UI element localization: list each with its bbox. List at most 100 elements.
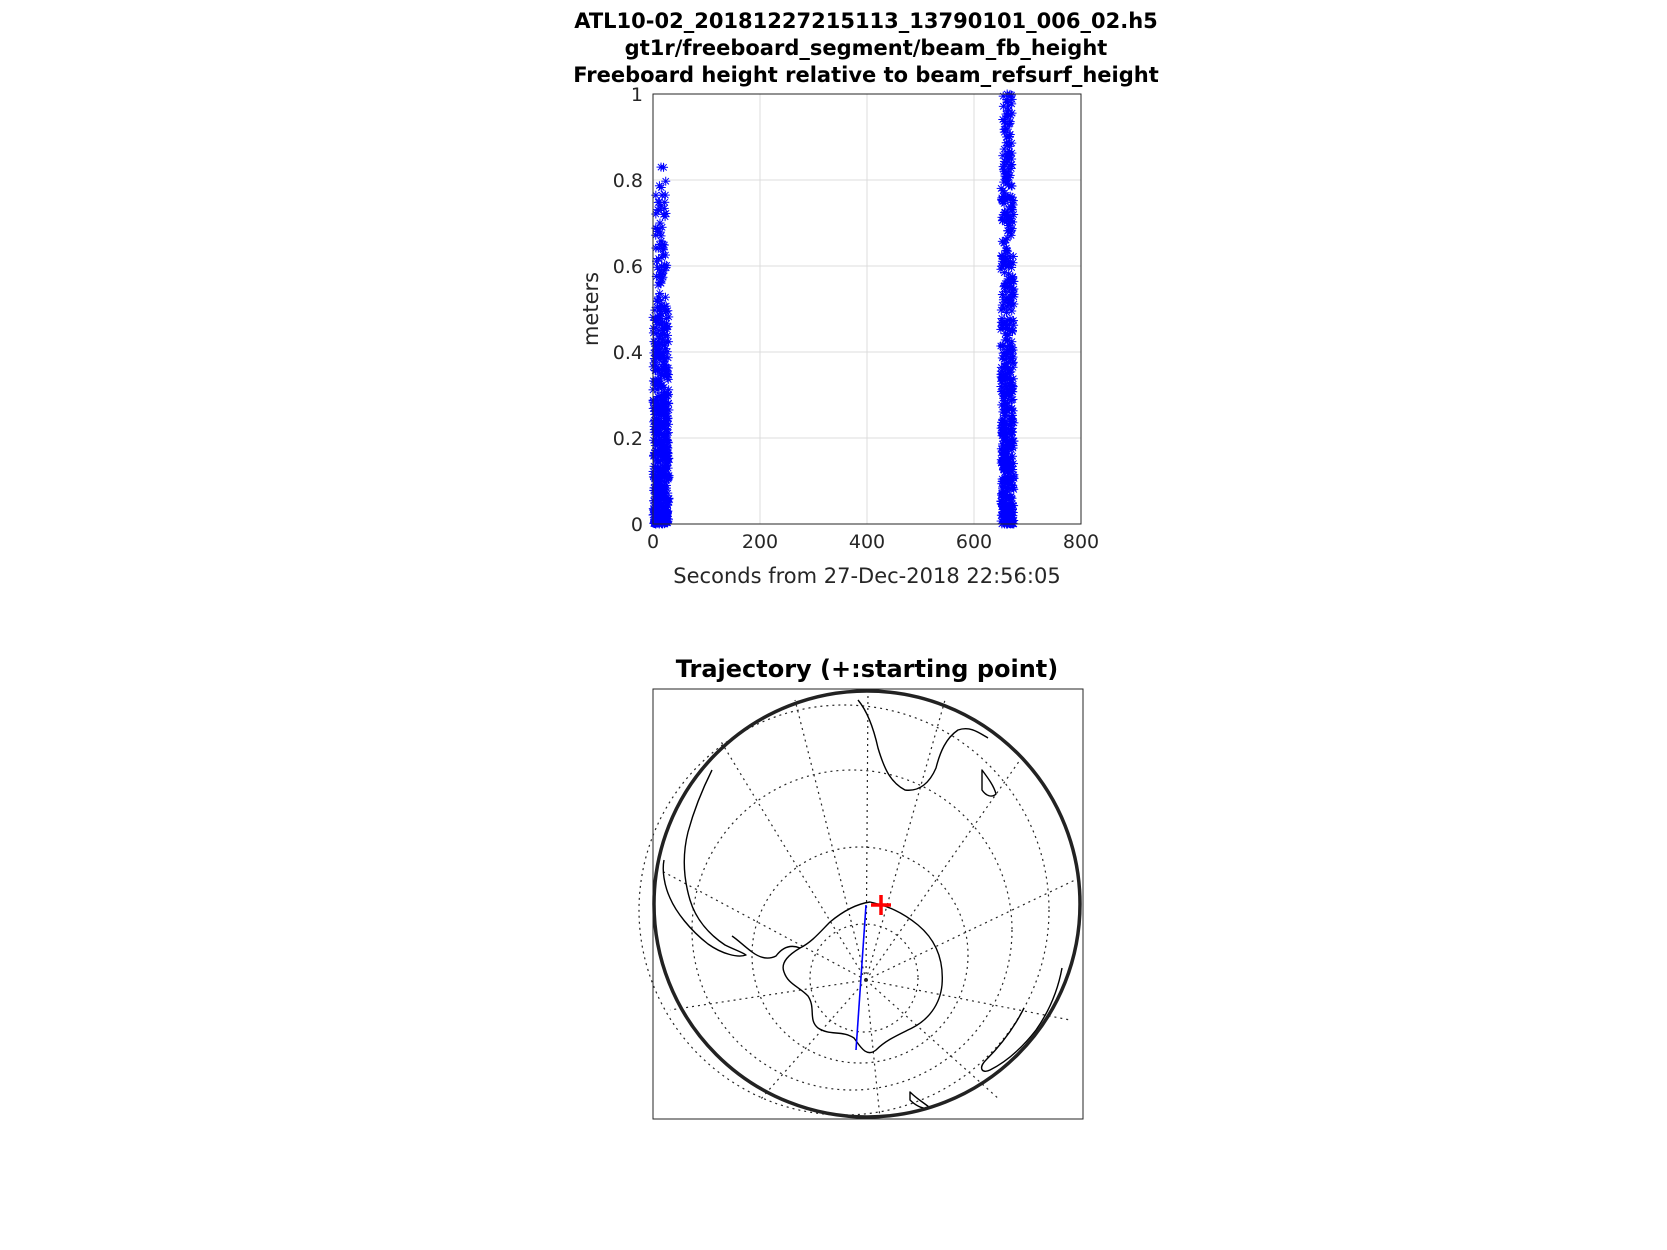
data-point bbox=[654, 339, 664, 349]
data-point bbox=[654, 350, 664, 360]
y-axis-label: meters bbox=[579, 272, 603, 346]
y-tick-label: 0 bbox=[631, 514, 643, 536]
data-point bbox=[1002, 112, 1012, 122]
data-point bbox=[662, 517, 672, 527]
data-point bbox=[655, 408, 665, 418]
data-point bbox=[653, 426, 663, 436]
data-point bbox=[655, 462, 665, 472]
meridian-4 bbox=[865, 879, 1076, 981]
data-point bbox=[1008, 357, 1018, 367]
data-point bbox=[1005, 259, 1015, 269]
meridian-1 bbox=[865, 689, 869, 981]
data-point bbox=[1005, 117, 1015, 127]
data-point bbox=[996, 305, 1006, 315]
y-tick-label: 0.6 bbox=[613, 256, 643, 278]
y-tick-label: 1 bbox=[631, 84, 643, 106]
data-point bbox=[660, 354, 670, 364]
data-point bbox=[656, 369, 666, 379]
data-point bbox=[663, 306, 673, 316]
data-point bbox=[996, 324, 1006, 334]
chart-title-line-2: gt1r/freeboard_segment/beam_fb_height bbox=[625, 36, 1108, 60]
data-point bbox=[1003, 106, 1013, 116]
data-point bbox=[661, 423, 671, 433]
trajectory-track bbox=[855, 904, 867, 1051]
data-point bbox=[1002, 132, 1012, 142]
plot-frame bbox=[652, 93, 1082, 525]
data-point bbox=[1004, 295, 1014, 305]
latitude-circle-4 bbox=[638, 704, 1050, 1116]
data-point bbox=[998, 215, 1008, 225]
coastline-antarctic-peninsula bbox=[731, 935, 801, 959]
meridian-3 bbox=[865, 759, 1021, 981]
data-point bbox=[649, 448, 659, 458]
data-point bbox=[656, 296, 666, 306]
data-point bbox=[1002, 246, 1012, 256]
data-point bbox=[1005, 437, 1015, 447]
latitude-circle-1 bbox=[809, 923, 919, 1033]
data-point bbox=[999, 268, 1009, 278]
data-point bbox=[1000, 505, 1010, 515]
data-point bbox=[1007, 306, 1017, 316]
data-point bbox=[1002, 278, 1012, 288]
trajectory-map: Trajectory (+:starting point) bbox=[638, 655, 1084, 1120]
meridian-12 bbox=[794, 699, 867, 981]
data-point bbox=[661, 176, 671, 186]
map-title: Trajectory (+:starting point) bbox=[676, 655, 1059, 683]
data-point bbox=[656, 162, 666, 172]
map-frame bbox=[652, 688, 1084, 1120]
y-tick-label: 0.2 bbox=[613, 428, 643, 450]
y-tick-label: 0.8 bbox=[613, 170, 643, 192]
data-point bbox=[1002, 330, 1012, 340]
map-boundary bbox=[652, 689, 1082, 1119]
y-tick-label: 0.4 bbox=[613, 342, 643, 364]
coastline-australia bbox=[980, 967, 1063, 1072]
data-point bbox=[661, 506, 671, 516]
data-point bbox=[649, 461, 659, 471]
data-point bbox=[652, 466, 662, 476]
data-point bbox=[1002, 349, 1012, 359]
data-point bbox=[1001, 432, 1011, 442]
data-point bbox=[1006, 479, 1016, 489]
data-point bbox=[657, 274, 667, 284]
coastline-africa bbox=[857, 699, 989, 791]
data-point bbox=[656, 278, 666, 288]
coastline-madagascar bbox=[981, 769, 997, 797]
data-point bbox=[999, 448, 1009, 458]
axis-ticks: 0 200 400 600 800 0 0.2 0.4 0.6 0.8 1 bbox=[613, 84, 1099, 553]
data-point bbox=[1002, 233, 1012, 243]
data-point bbox=[1000, 420, 1010, 430]
x-tick-label: 400 bbox=[849, 531, 885, 553]
data-point bbox=[1002, 98, 1012, 108]
data-point bbox=[1003, 180, 1013, 190]
x-tick-label: 200 bbox=[742, 531, 778, 553]
x-tick-label: 600 bbox=[956, 531, 992, 553]
latitude-circle-3 bbox=[691, 769, 1013, 1091]
data-point bbox=[657, 222, 667, 232]
meridian-11 bbox=[719, 739, 867, 981]
data-point bbox=[651, 496, 661, 506]
data-point bbox=[1007, 90, 1017, 100]
data-point bbox=[1002, 166, 1012, 176]
data-point bbox=[656, 201, 666, 211]
data-point bbox=[1003, 453, 1013, 463]
data-point bbox=[658, 244, 668, 254]
data-point bbox=[998, 289, 1008, 299]
data-point bbox=[996, 362, 1006, 372]
start-point-marker bbox=[871, 895, 891, 915]
data-point bbox=[657, 514, 667, 524]
data-point bbox=[649, 504, 659, 514]
data-point bbox=[1006, 375, 1016, 385]
meridian-5 bbox=[865, 979, 1071, 1021]
x-tick-label: 0 bbox=[647, 531, 659, 553]
latitude-circle-2 bbox=[751, 846, 969, 1064]
data-point bbox=[1002, 141, 1012, 151]
data-point bbox=[1007, 404, 1017, 414]
data-point bbox=[663, 451, 673, 461]
data-point bbox=[1000, 472, 1010, 482]
data-point bbox=[999, 354, 1009, 364]
data-point bbox=[1000, 398, 1010, 408]
data-point bbox=[1008, 251, 1018, 261]
data-point bbox=[998, 186, 1008, 196]
data-point bbox=[1006, 493, 1016, 503]
